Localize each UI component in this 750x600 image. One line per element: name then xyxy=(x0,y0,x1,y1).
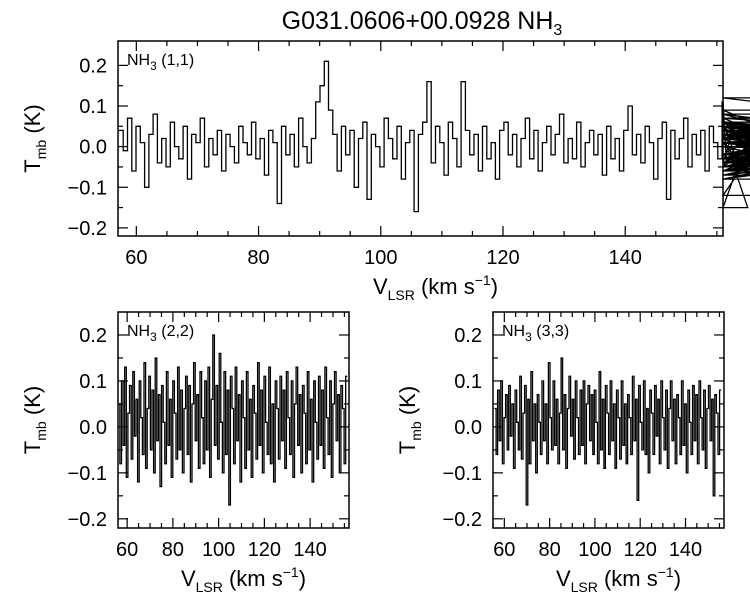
y-tick-label: 0.0 xyxy=(79,417,107,439)
y-tick-label: −0.1 xyxy=(443,463,482,485)
x-tick-label: 100 xyxy=(578,539,611,561)
y-tick-label: 0.2 xyxy=(79,55,107,77)
y-tick-label: −0.1 xyxy=(68,177,107,199)
x-tick-label: 60 xyxy=(116,539,138,561)
x-tick-label: 140 xyxy=(669,539,702,561)
x-tick-label: 80 xyxy=(162,539,184,561)
y-tick-label: 0.1 xyxy=(454,371,482,393)
x-tick-label: 80 xyxy=(538,539,560,561)
x-axis-label-nh3-11: VLSR (km s−1) xyxy=(373,272,498,303)
panel-nh3-33: 60 80 100 120 140 0.2 0.1 0.0 −0.1 −0.2 NH3 (3,3) V… xyxy=(395,311,725,595)
panel-label-nh3-22: NH3 (2,2) xyxy=(127,323,194,344)
plot-frame-nh3-11 xyxy=(117,40,724,237)
x-tick-label: 80 xyxy=(247,247,269,269)
panel-nh3-22: 60 80 100 120 140 0.2 0.1 0.0 −0.1 −0.2 NH3 (2,2) V… xyxy=(20,311,350,595)
panel-label-nh3-33: NH3 (3,3) xyxy=(502,323,569,344)
x-axis-label-nh3-33: VLSR (km s−1) xyxy=(556,564,681,595)
spectrum-line-nh3-11 xyxy=(118,60,750,213)
x-tick-label: 120 xyxy=(624,539,657,561)
x-tick-label: 140 xyxy=(609,247,642,269)
figure-title: G031.0606+00.0928 NH3 xyxy=(282,7,563,39)
y-axis-label-nh3-11: Tmb (K) xyxy=(20,104,49,172)
y-tick-label: −0.1 xyxy=(68,463,107,485)
y-tick-label: 0.0 xyxy=(454,417,482,439)
x-axis-label-nh3-22: VLSR (km s−1) xyxy=(181,564,306,595)
plot-frame-nh3-22 xyxy=(117,311,350,529)
x-tick-label: 140 xyxy=(293,539,326,561)
y-tick-label: −0.2 xyxy=(68,509,107,531)
y-axis-label-nh3-33: Tmb (K) xyxy=(395,386,424,454)
x-tick-label: 120 xyxy=(248,539,281,561)
y-tick-label: 0.2 xyxy=(79,325,107,347)
panel-nh3-11: 60 80 100 120 140 0.2 0.1 0.0 −0.1 −0.2 NH3 (1,1) V… xyxy=(20,40,750,303)
y-tick-label: −0.2 xyxy=(68,218,107,240)
y-tick-label: 0.1 xyxy=(79,371,107,393)
y-tick-label: −0.2 xyxy=(443,509,482,531)
x-tick-label: 100 xyxy=(202,539,235,561)
x-tick-label: 100 xyxy=(364,247,397,269)
y-tick-label: 0.1 xyxy=(79,96,107,118)
y-tick-label: 0.2 xyxy=(454,325,482,347)
x-tick-label: 60 xyxy=(125,247,147,269)
plot-frame-nh3-33 xyxy=(492,311,725,529)
x-tick-label: 120 xyxy=(486,247,519,269)
panel-label-nh3-11: NH3 (1,1) xyxy=(127,52,194,73)
y-tick-label: 0.0 xyxy=(79,137,107,159)
y-axis-label-nh3-22: Tmb (K) xyxy=(20,386,49,454)
spectrum-line-nh3-33 xyxy=(494,357,722,506)
x-tick-label: 60 xyxy=(493,539,515,561)
spectrum-line-nh3-22 xyxy=(118,334,348,506)
